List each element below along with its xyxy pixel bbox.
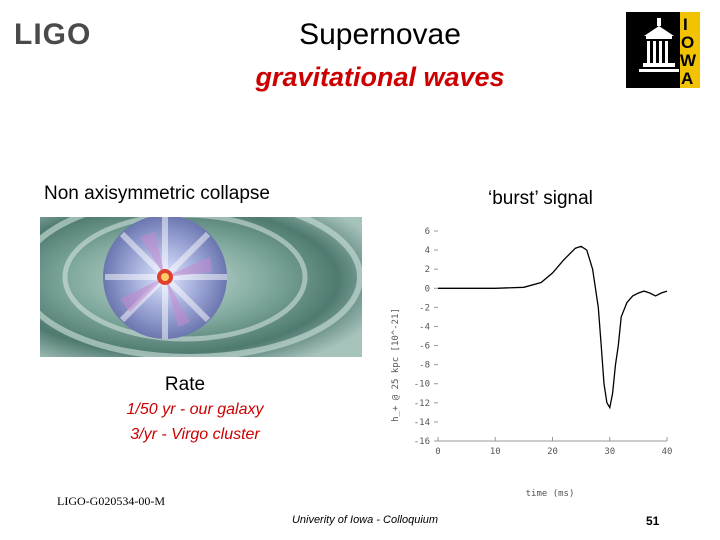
y-tick-label: -14 <box>414 418 430 428</box>
collapse-simulation-graphic <box>40 217 362 357</box>
ligo-logo: LIGO <box>14 18 92 51</box>
slide-subtitle: gravitational waves <box>255 62 505 92</box>
burst-signal-chart: 6 4 2 0 -2 -4 -6 -8 -10 -12 -14 -16 0 10 20 30 40 h_+ @… <box>380 215 680 505</box>
x-tick-label: 0 <box>435 447 440 457</box>
burst-waveform-line <box>438 245 668 410</box>
x-tick-label: 10 <box>490 447 501 457</box>
y-tick-label: 0 <box>425 284 430 294</box>
iowa-letter: I <box>683 15 688 34</box>
rate-heading: Rate <box>164 374 206 395</box>
burst-signal-label: ‘burst’ signal <box>488 188 593 209</box>
y-tick-label: -2 <box>419 303 430 313</box>
slide-title: Supernovae <box>299 18 461 51</box>
rate-galaxy: 1/50 yr - our galaxy <box>126 401 264 418</box>
y-tick-label: 4 <box>425 246 430 256</box>
iowa-logo: I O W A <box>626 12 700 88</box>
page-number: 51 <box>646 514 660 528</box>
x-tick-label: 20 <box>547 447 558 457</box>
y-tick-label: 6 <box>425 227 430 237</box>
document-id: LIGO-G020534-00-M <box>57 494 165 508</box>
venue-text: Univerity of Iowa - Colloquium <box>291 514 439 526</box>
y-tick-label: 2 <box>425 265 430 275</box>
collapse-label: Non axisymmetric collapse <box>44 183 270 204</box>
iowa-letter: W <box>680 51 697 70</box>
collapse-simulation-image <box>40 217 362 357</box>
y-tick-label: -4 <box>419 322 430 332</box>
rate-virgo: 3/yr - Virgo cluster <box>130 426 260 443</box>
x-tick-label: 40 <box>662 447 673 457</box>
iowa-logo-graphic: I O W A <box>626 12 700 88</box>
x-tick-label: 30 <box>604 447 615 457</box>
y-tick-label: -12 <box>414 399 430 409</box>
y-tick-label: -10 <box>414 380 430 390</box>
y-axis-label: h_+ @ 25 kpc [10^-21] <box>391 308 401 422</box>
iowa-letter: A <box>681 69 693 88</box>
x-axis-label: time (ms) <box>526 489 575 499</box>
y-tick-label: -6 <box>419 342 430 352</box>
iowa-letter: O <box>681 33 694 52</box>
y-tick-label: -16 <box>414 437 430 447</box>
y-tick-label: -8 <box>419 361 430 371</box>
